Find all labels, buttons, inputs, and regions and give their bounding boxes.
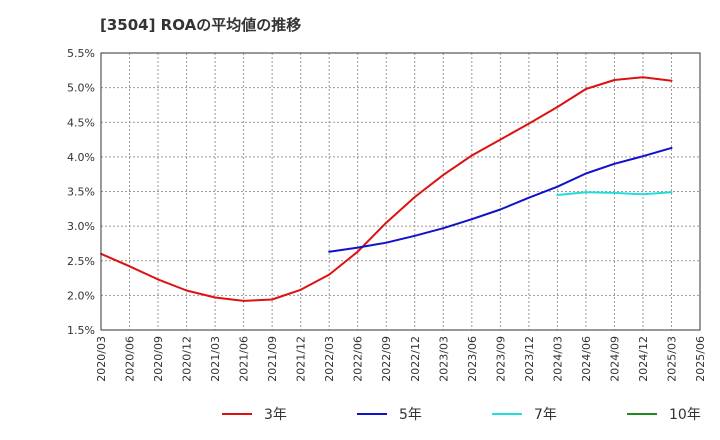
series-line-3 [556,191,673,196]
x-tick-label: 2023/03 [437,336,450,382]
y-tick-label: 4.5% [67,116,95,129]
x-tick-label: 2021/06 [238,336,251,382]
y-tick-label: 5.5% [67,47,95,60]
x-tick-label: 2025/06 [694,336,707,382]
legend-label-4: 10年 [669,407,701,423]
x-tick-label: 2021/03 [209,336,222,382]
chart-title: [3504] ROAの平均値の推移 [100,16,301,34]
x-tick-label: 2025/03 [665,336,678,382]
x-tick-label: 2021/09 [266,336,279,382]
x-tick-label: 2022/06 [352,336,365,382]
y-tick-label: 2.0% [67,289,95,302]
x-tick-label: 2023/09 [494,336,507,382]
x-tick-label: 2023/12 [523,336,536,382]
y-tick-label: 4.0% [67,151,95,164]
x-tick-label: 2024/12 [637,336,650,382]
x-tick-label: 2024/06 [580,336,593,382]
x-tick-label: 2020/12 [181,336,194,382]
x-tick-label: 2020/06 [124,336,137,382]
x-tick-label: 2020/03 [95,336,108,382]
plot-frame [100,52,701,331]
y-axis-ticks: 5.5% 5.0% 4.5% 4.0% 3.5% 3.0% 2.5% 2.0% 1.5% [67,47,95,337]
y-tick-label: 2.5% [67,255,95,268]
y-tick-label: 3.5% [67,186,95,199]
y-tick-label: 1.5% [67,324,95,337]
series-line-2 [328,146,673,253]
x-tick-label: 2022/03 [323,336,336,382]
x-tick-label: 2020/09 [152,336,165,382]
series-line-1 [100,76,673,302]
x-axis-ticks: 2020/03 2020/06 2020/09 2020/12 2021/03 2021/… [95,336,707,382]
x-tick-label: 2021/12 [295,336,308,382]
x-tick-label: 2023/06 [466,336,479,382]
legend: 3年 5年 7年 10年 [222,407,701,423]
series-lines [100,76,673,302]
x-tick-label: 2022/09 [380,336,393,382]
grid [101,53,700,330]
y-tick-label: 3.0% [67,220,95,233]
legend-label-2: 5年 [399,407,422,423]
legend-label-1: 3年 [264,407,287,423]
x-tick-label: 2024/03 [551,336,564,382]
x-tick-label: 2024/09 [608,336,621,382]
x-tick-label: 2022/12 [409,336,422,382]
legend-label-3: 7年 [534,407,557,423]
y-tick-label: 5.0% [67,82,95,95]
